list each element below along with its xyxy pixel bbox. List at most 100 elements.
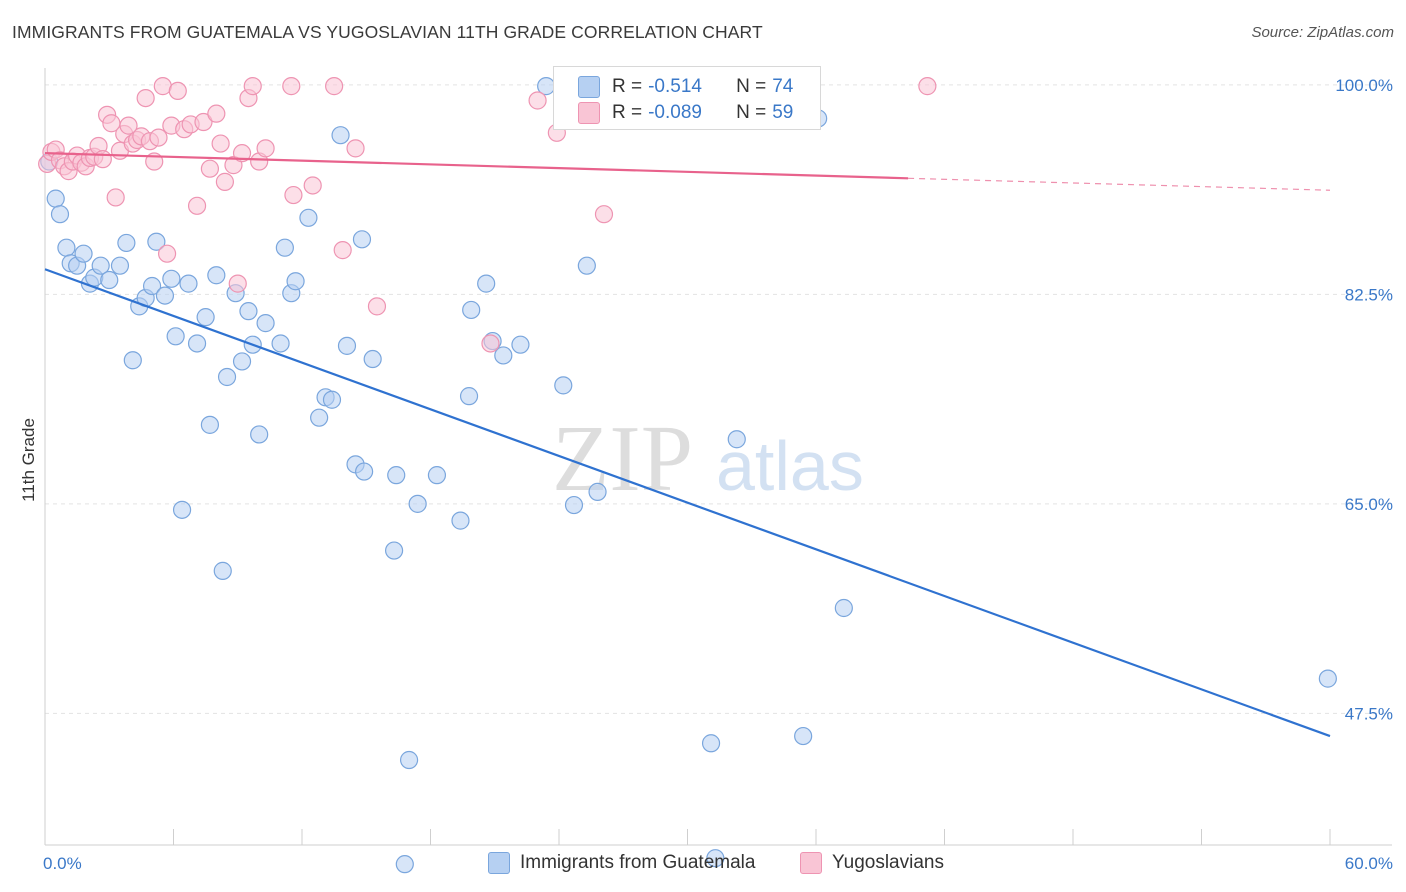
r-label: R = xyxy=(612,76,643,97)
trend-line-yugoslavians xyxy=(44,152,909,180)
guatemala-point xyxy=(794,726,813,746)
guatemala-point xyxy=(310,408,329,427)
y-tick-label: 100.0% xyxy=(1335,76,1393,95)
n-label: N = xyxy=(736,76,767,97)
guatemala-point xyxy=(384,541,404,560)
guatemala-point xyxy=(123,351,142,370)
guatemala-point xyxy=(179,274,198,293)
guatemala-point xyxy=(100,270,119,290)
legend-swatch-blue xyxy=(578,76,600,98)
guatemala-point xyxy=(147,232,166,251)
x-tick-labels: 0.0% 60.0% xyxy=(43,854,1393,873)
yugoslavians-point xyxy=(200,159,220,178)
guatemala-point xyxy=(331,126,350,145)
guatemala-point xyxy=(427,466,447,485)
n-label: N = xyxy=(736,102,767,123)
yugoslavians-point xyxy=(256,139,275,158)
legend-swatch-pink xyxy=(800,852,822,874)
series-guatemala-points xyxy=(40,77,1337,874)
yugoslavians-point xyxy=(153,77,172,96)
watermark-zip: ZIP xyxy=(552,407,693,511)
guatemala-point xyxy=(477,274,496,293)
guatemala-point xyxy=(91,256,110,275)
yugoslavians-point xyxy=(211,134,230,153)
guatemala-point xyxy=(727,430,746,449)
guatemala-point xyxy=(250,425,269,444)
x-tick-label: 0.0% xyxy=(43,854,82,873)
guatemala-point xyxy=(408,494,427,513)
yugoslavians-point xyxy=(228,274,247,293)
legend-swatch-blue xyxy=(488,852,510,874)
chart-title: IMMIGRANTS FROM GUATEMALA VS YUGOSLAVIAN… xyxy=(12,22,763,42)
guatemala-point xyxy=(286,272,305,291)
guatemala-point xyxy=(232,352,252,371)
guatemala-point xyxy=(74,244,93,263)
yugoslavians-point xyxy=(157,244,177,263)
stats-row-yugoslavians: R = -0.089 N = 59 xyxy=(578,101,793,125)
legend-label: Immigrants from Guatemala xyxy=(520,852,756,873)
yugoslavians-point xyxy=(918,77,937,96)
guatemala-point xyxy=(217,367,237,387)
guatemala-point xyxy=(142,276,162,296)
guatemala-point xyxy=(337,336,357,355)
guatemala-point xyxy=(494,346,513,365)
guatemala-point xyxy=(110,256,130,275)
trend-line-guatemala xyxy=(44,268,1331,738)
y-tick-label: 47.5% xyxy=(1345,704,1393,723)
guatemala-point xyxy=(187,334,207,353)
guatemala-point xyxy=(511,335,530,354)
yugoslavians-point xyxy=(187,196,207,215)
guatemala-point xyxy=(352,230,372,249)
guatemala-point xyxy=(213,561,232,580)
source-label: Source: ZipAtlas.com xyxy=(1251,24,1394,41)
guatemala-point xyxy=(207,266,226,285)
guatemala-point xyxy=(155,286,175,305)
y-axis-label: 11th Grade xyxy=(19,418,38,502)
r-value: -0.089 xyxy=(648,102,702,123)
legend-item-yugoslavians[interactable]: Yugoslavians xyxy=(800,852,944,874)
guatemala-point xyxy=(117,233,136,253)
yugoslavians-point xyxy=(194,112,213,132)
guatemala-point xyxy=(395,855,414,874)
guatemala-point xyxy=(387,466,406,485)
guatemala-point xyxy=(162,269,181,288)
yugoslavians-point xyxy=(93,150,112,169)
yugoslavians-point xyxy=(149,128,168,147)
guatemala-point xyxy=(50,205,70,224)
guatemala-point xyxy=(459,387,479,406)
yugoslavians-point xyxy=(303,176,322,195)
yugoslavians-point xyxy=(367,297,387,316)
legend-item-guatemala[interactable]: Immigrants from Guatemala xyxy=(488,852,755,874)
yugoslavians-point xyxy=(528,91,547,110)
yugoslavians-point xyxy=(481,334,500,353)
trend-lines xyxy=(44,152,1331,738)
series-legend: Immigrants from Guatemala Yugoslavians xyxy=(0,852,1406,876)
guatemala-point xyxy=(564,495,584,515)
yugoslavians-point xyxy=(333,241,352,260)
yugoslavians-point xyxy=(106,188,125,207)
guatemala-point xyxy=(239,302,258,321)
r-label: R = xyxy=(612,102,643,123)
stats-legend: R = -0.514 N = 74 R = -0.089 N = 59 xyxy=(553,66,821,130)
guatemala-point xyxy=(299,208,318,227)
guatemala-point xyxy=(172,500,192,519)
guatemala-point xyxy=(57,238,76,257)
guatemala-point xyxy=(451,511,470,530)
guatemala-point xyxy=(706,849,725,868)
yugoslavians-point xyxy=(119,116,138,135)
yugoslavians-point xyxy=(594,205,614,224)
guatemala-point xyxy=(196,308,215,327)
watermark: ZIP atlas xyxy=(552,407,864,511)
series-yugoslavians-points xyxy=(38,77,937,353)
n-value: 74 xyxy=(772,76,794,97)
n-value: 59 xyxy=(772,102,794,123)
yugoslavians-point xyxy=(232,144,252,163)
guatemala-point xyxy=(462,300,481,320)
guatemala-point xyxy=(256,314,275,333)
guatemala-point xyxy=(577,256,596,275)
axes xyxy=(44,68,1392,846)
yugoslavians-point xyxy=(282,77,301,96)
grid-lines xyxy=(45,84,1392,714)
y-tick-labels: 47.5% 65.0% 82.5% 100.0% xyxy=(1335,76,1393,723)
